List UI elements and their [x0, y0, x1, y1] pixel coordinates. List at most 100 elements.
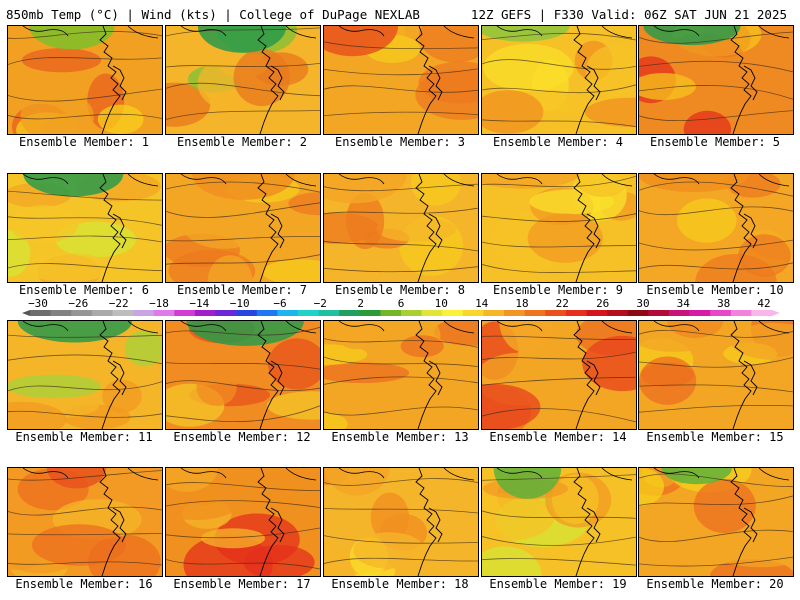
ensemble-member-label: Ensemble Member: 13: [331, 430, 469, 444]
colorbar-swatch: [30, 310, 51, 316]
ensemble-member-label: Ensemble Member: 4: [492, 135, 624, 149]
ensemble-member-label: Ensemble Member: 14: [489, 430, 627, 444]
temperature-field: [324, 26, 478, 134]
colorbar-swatch: [504, 310, 525, 316]
colorbar-tick-label: 34: [677, 297, 691, 310]
colorbar-tick-label: 38: [717, 297, 730, 310]
temperature-field: [166, 26, 320, 134]
ensemble-member-map: [638, 320, 794, 430]
ensemble-member-map: [7, 467, 163, 577]
colorbar-swatch: [91, 310, 113, 316]
temperature-field: [639, 321, 793, 429]
ensemble-member-map: [165, 467, 321, 577]
colorbar-swatch: [71, 310, 93, 316]
temperature-field: [8, 468, 162, 576]
ensemble-member-label: Ensemble Member: 1: [18, 135, 150, 149]
temperature-field: [8, 321, 162, 429]
temperature-field: [324, 468, 478, 576]
colorbar-swatch: [153, 310, 175, 316]
temperature-field: [482, 174, 636, 282]
colorbar-swatch: [133, 310, 154, 316]
temperature-field: [8, 174, 162, 282]
ensemble-member-label: Ensemble Member: 9: [492, 283, 624, 297]
colorbar-swatch: [730, 310, 752, 316]
ensemble-member-map: [323, 320, 479, 430]
colorbar-tick-label: −26: [68, 297, 88, 310]
colorbar-tick-label: 30: [636, 297, 649, 310]
colorbar-swatch: [256, 310, 278, 316]
temperature-field: [639, 468, 793, 576]
colorbar-tick-label: 14: [475, 297, 489, 310]
ensemble-member-label: Ensemble Member: 2: [176, 135, 308, 149]
colorbar-tick-label: −14: [189, 297, 209, 310]
ensemble-member-label: Ensemble Member: 7: [176, 283, 308, 297]
colorbar-tick-label: 6: [398, 297, 405, 310]
colorbar-swatch: [545, 310, 567, 316]
colorbar-swatch: [297, 310, 319, 316]
ensemble-member-map: [323, 25, 479, 135]
temperature-field: [324, 174, 478, 282]
colorbar-swatch: [318, 310, 340, 316]
ensemble-member-label: Ensemble Member: 8: [334, 283, 466, 297]
ensemble-member-label: Ensemble Member: 15: [646, 430, 784, 444]
temperature-field: [324, 321, 478, 429]
ensemble-member-label: Ensemble Member: 18: [331, 577, 469, 591]
colorbar-swatch: [339, 310, 361, 316]
colorbar-swatch: [442, 310, 464, 316]
ensemble-member-label: Ensemble Member: 3: [334, 135, 466, 149]
ensemble-member-map: [481, 320, 637, 430]
ensemble-member-label: Ensemble Member: 17: [173, 577, 311, 591]
colorbar-swatch: [607, 310, 629, 316]
temperature-field: [482, 321, 636, 429]
model-run-info: 12Z GEFS | F330 Valid: 06Z SAT JUN 21 20…: [470, 7, 787, 22]
colorbar-swatch: [648, 310, 670, 316]
colorbar-swatch: [586, 310, 608, 316]
colorbar-swatch: [751, 310, 773, 316]
colorbar-tick-label: −18: [149, 297, 169, 310]
ensemble-member-map: [165, 173, 321, 283]
ensemble-member-label: Ensemble Member: 10: [646, 283, 784, 297]
colorbar-swatch: [380, 310, 402, 316]
temperature-colorbar: −30 −26 −22 −18 −14 −10 −6 −2 2 6 10 14 18 22 26 30 34 38…: [22, 297, 780, 316]
map-title: 850mb Temp (°C) | Wind (kts) | College o…: [6, 7, 420, 22]
colorbar-swatch: [112, 310, 134, 316]
colorbar-swatch: [401, 310, 422, 316]
ensemble-member-map: [481, 467, 637, 577]
ensemble-member-label: Ensemble Member: 16: [15, 577, 153, 591]
ensemble-member-label: Ensemble Member: 12: [173, 430, 311, 444]
colorbar-swatch: [277, 310, 299, 316]
colorbar-tick-label: −6: [273, 297, 286, 310]
colorbar-right-arrow: [772, 310, 780, 316]
ensemble-member-map: [165, 25, 321, 135]
ensemble-member-map: [165, 320, 321, 430]
ensemble-member-map: [638, 173, 794, 283]
temperature-field: [166, 468, 320, 576]
colorbar-swatch: [462, 310, 484, 316]
ensemble-member-label: Ensemble Member: 6: [18, 283, 150, 297]
colorbar-tick-label: 42: [757, 297, 770, 310]
temperature-field: [639, 174, 793, 282]
colorbar-swatch: [689, 310, 711, 316]
ensemble-member-map: [481, 25, 637, 135]
colorbar-tick-label: 2: [357, 297, 364, 310]
ensemble-member-label: Ensemble Member: 11: [15, 430, 153, 444]
ensemble-member-map: [638, 467, 794, 577]
temperature-field: [482, 26, 636, 134]
ensemble-member-label: Ensemble Member: 20: [646, 577, 784, 591]
ensemble-member-map: [323, 173, 479, 283]
colorbar-tick-label: 18: [515, 297, 528, 310]
colorbar-tick-label: 10: [435, 297, 448, 310]
ensemble-member-map: [638, 25, 794, 135]
colorbar-swatch: [421, 310, 443, 316]
colorbar-swatch: [236, 310, 258, 316]
ensemble-member-map: [7, 25, 163, 135]
colorbar-swatch: [194, 310, 216, 316]
ensemble-member-map: [481, 173, 637, 283]
colorbar-swatch: [627, 310, 649, 316]
ensemble-member-label: Ensemble Member: 5: [649, 135, 781, 149]
colorbar-swatch: [710, 310, 732, 316]
colorbar-tick-label: −30: [28, 297, 48, 310]
ensemble-member-map: [7, 320, 163, 430]
temperature-field: [166, 174, 320, 282]
temperature-field: [482, 468, 636, 576]
